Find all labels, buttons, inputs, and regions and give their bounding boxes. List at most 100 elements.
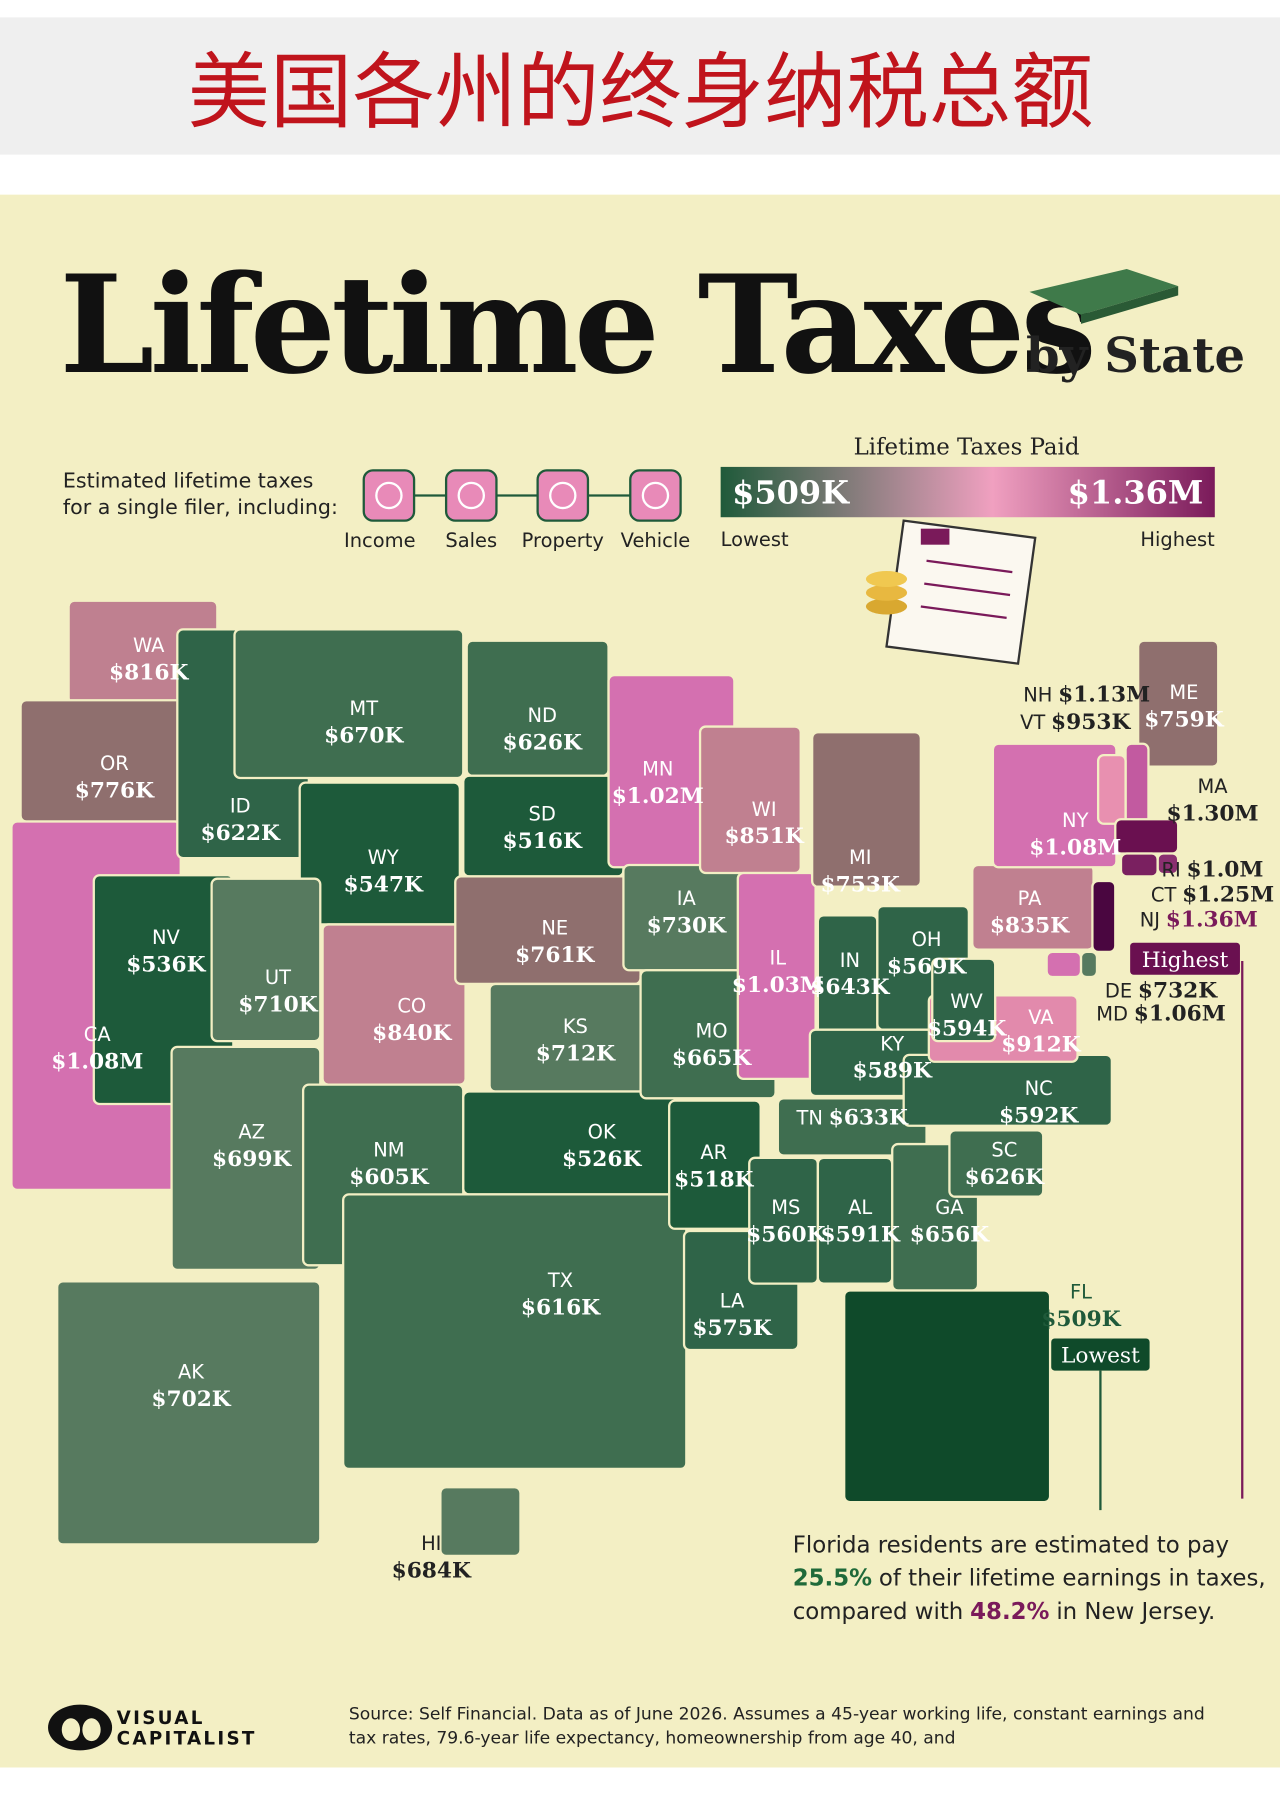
state-value: $1.13M <box>1058 682 1150 707</box>
state-value: $840K <box>372 1021 452 1046</box>
state <box>811 731 922 888</box>
state <box>843 1289 1052 1504</box>
state <box>1096 754 1127 825</box>
state-abbr: DE <box>1105 980 1132 1003</box>
state-abbr: VT <box>1020 711 1045 734</box>
category-icon <box>362 469 416 522</box>
state <box>462 774 625 878</box>
intro-line: Estimated lifetime taxes <box>63 468 313 492</box>
state <box>321 923 467 1086</box>
state-value: $589K <box>853 1059 933 1084</box>
state <box>210 877 322 1043</box>
category-label: Property <box>522 529 604 552</box>
category-label: Sales <box>445 529 497 552</box>
state-value: $536K <box>126 952 206 977</box>
state-abbr: TN <box>795 1107 822 1130</box>
state-value: $1.36M <box>1166 908 1258 933</box>
state-abbr: NC <box>1025 1077 1053 1100</box>
state-value: $1.0M <box>1187 857 1264 882</box>
note-line: 25.5% of their lifetime earnings in taxes… <box>793 1566 1266 1592</box>
category-icon-glyph <box>641 481 670 510</box>
state-value: $665K <box>672 1046 752 1071</box>
note-highest-share: 48.2% <box>970 1599 1049 1625</box>
header-band <box>0 17 1280 155</box>
state-value: $656K <box>910 1222 990 1247</box>
state-value: $816K <box>109 661 189 686</box>
state-abbr: MN <box>642 758 673 781</box>
state-abbr: WA <box>133 634 165 657</box>
state-value: $547K <box>344 872 424 897</box>
state-value: $516K <box>503 829 583 854</box>
state-value: $835K <box>990 913 1070 938</box>
state-label: DE $732K <box>1105 979 1218 1004</box>
state-value: $509K <box>1041 1307 1121 1332</box>
state-value: $1.25M <box>1182 883 1274 908</box>
state-value: $702K <box>151 1387 231 1412</box>
logo-text: VISUAL <box>117 1708 205 1729</box>
state-abbr: MS <box>771 1196 800 1219</box>
state-value: $1.08M <box>51 1050 143 1075</box>
state-value: $1.06M <box>1134 1002 1226 1027</box>
state-abbr: PA <box>1018 887 1042 910</box>
legend-gradient <box>720 466 1215 518</box>
lowest-callout: Lowest <box>1051 1338 1150 1511</box>
state-value: $1.30M <box>1166 801 1258 826</box>
category-label: Income <box>344 529 416 552</box>
highest-label: Highest <box>1142 948 1229 973</box>
state-label: RI $1.0M <box>1162 857 1264 882</box>
state-value: $753K <box>821 872 901 897</box>
state-value: $912K <box>1001 1032 1081 1057</box>
state <box>462 1090 677 1196</box>
state-abbr: AR <box>700 1141 727 1164</box>
category-icon-glyph <box>375 481 403 510</box>
state <box>1091 879 1117 954</box>
logo-text: CAPITALIST <box>117 1729 257 1750</box>
state-abbr: IA <box>677 887 697 910</box>
state <box>948 1129 1045 1198</box>
state-abbr: RI <box>1162 858 1181 881</box>
note-lowest-share: 25.5% <box>793 1566 872 1592</box>
state-abbr: MO <box>695 1020 727 1043</box>
state-value: $761K <box>515 943 595 968</box>
state <box>698 725 802 875</box>
state <box>439 1486 522 1558</box>
state-abbr: OR <box>100 752 129 775</box>
state-label: MD $1.06M <box>1096 1002 1226 1027</box>
state-abbr: AL <box>848 1196 872 1219</box>
state-value: $594K <box>927 1016 1007 1041</box>
state-abbr: NH <box>1023 683 1052 706</box>
state-abbr: KS <box>563 1015 588 1038</box>
note-text: of their lifetime earnings in taxes, <box>879 1566 1266 1592</box>
state-value: $526K <box>562 1147 642 1172</box>
state-abbr: MA <box>1197 775 1228 798</box>
lowest-label: Lowest <box>1061 1344 1140 1369</box>
legend-high-label: Highest <box>1140 528 1215 551</box>
state-abbr: AZ <box>238 1120 265 1143</box>
state-value: $616K <box>521 1296 601 1321</box>
state-value: $1.02M <box>612 784 704 809</box>
state <box>816 1156 894 1285</box>
logo: VISUAL CAPITALIST <box>48 1704 257 1751</box>
state-abbr: IN <box>840 949 860 972</box>
state-abbr: LA <box>720 1290 745 1313</box>
state-value: $953K <box>1051 710 1131 735</box>
note-line: compared with 48.2% in New Jersey. <box>793 1599 1216 1625</box>
state-abbr: NM <box>373 1139 404 1162</box>
state-abbr: CA <box>84 1023 112 1046</box>
state-abbr: NE <box>541 917 568 940</box>
category-icon-glyph <box>457 481 486 510</box>
state-abbr: SD <box>529 802 556 825</box>
highest-callout: Highest <box>1130 942 1244 1499</box>
note-text: in New Jersey. <box>1056 1599 1215 1625</box>
state-value: $684K <box>392 1559 472 1584</box>
state <box>56 1280 322 1546</box>
state-label: NH $1.13M <box>1023 682 1150 707</box>
state-abbr: WY <box>368 846 399 869</box>
state-value: $560K <box>746 1222 826 1247</box>
category-icon <box>536 469 590 522</box>
state <box>342 1193 688 1471</box>
state <box>931 957 997 1043</box>
state-abbr: HI <box>421 1532 441 1555</box>
state-abbr: AK <box>178 1361 205 1384</box>
intro-line: for a single filer, including: <box>63 495 338 519</box>
